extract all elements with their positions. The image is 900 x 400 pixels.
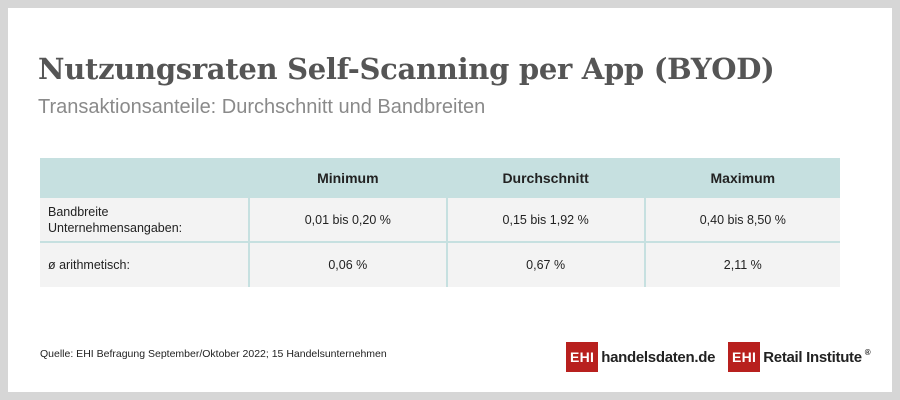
ehi-retail-institute-logo[interactable]: EHI Retail Institute ® (728, 342, 871, 372)
table-row: Bandbreite Unternehmensangaben: 0,01 bis… (40, 198, 840, 242)
page-title: Nutzungsraten Self-Scanning per App (BYO… (38, 52, 775, 86)
table-cell: 0,67 % (445, 242, 645, 287)
infographic-card: Nutzungsraten Self-Scanning per App (BYO… (8, 8, 892, 392)
ehi-logo-box: EHI (728, 342, 761, 372)
table-header-row: Minimum Durchschnitt Maximum (40, 158, 840, 198)
column-header-empty (40, 158, 249, 198)
column-header-maximum: Maximum (643, 158, 840, 198)
logo-text: handelsdaten.de (601, 348, 716, 366)
page-subtitle: Transaktionsanteile: Durchschnitt und Ba… (38, 96, 486, 118)
row-label-line: Bandbreite (48, 204, 109, 219)
ehi-logo-box: EHI (566, 342, 599, 372)
logo-text: Retail Institute (763, 348, 862, 366)
source-note: Quelle: EHI Befragung September/Oktober … (40, 348, 387, 360)
column-header-durchschnitt: Durchschnitt (445, 158, 645, 198)
row-label: ø arithmetisch: (48, 258, 130, 272)
table-cell: 0,15 bis 1,92 % (445, 198, 645, 242)
table-cell: 0,40 bis 8,50 % (643, 198, 840, 242)
data-table: Minimum Durchschnitt Maximum Bandbreite … (40, 158, 840, 287)
row-label: Bandbreite Unternehmensangaben: (40, 198, 249, 242)
registered-mark: ® (864, 347, 871, 357)
column-header-minimum: Minimum (248, 158, 447, 198)
handelsdaten-logo[interactable]: EHI handelsdaten.de (566, 342, 715, 372)
row-label-line: Unternehmensangaben: (48, 220, 183, 235)
table-cell: 0,01 bis 0,20 % (248, 198, 447, 242)
table-cell: 2,11 % (643, 242, 840, 287)
table-cell: 0,06 % (248, 242, 447, 287)
table-row: ø arithmetisch: 0,06 % 0,67 % 2,11 % (40, 242, 840, 287)
